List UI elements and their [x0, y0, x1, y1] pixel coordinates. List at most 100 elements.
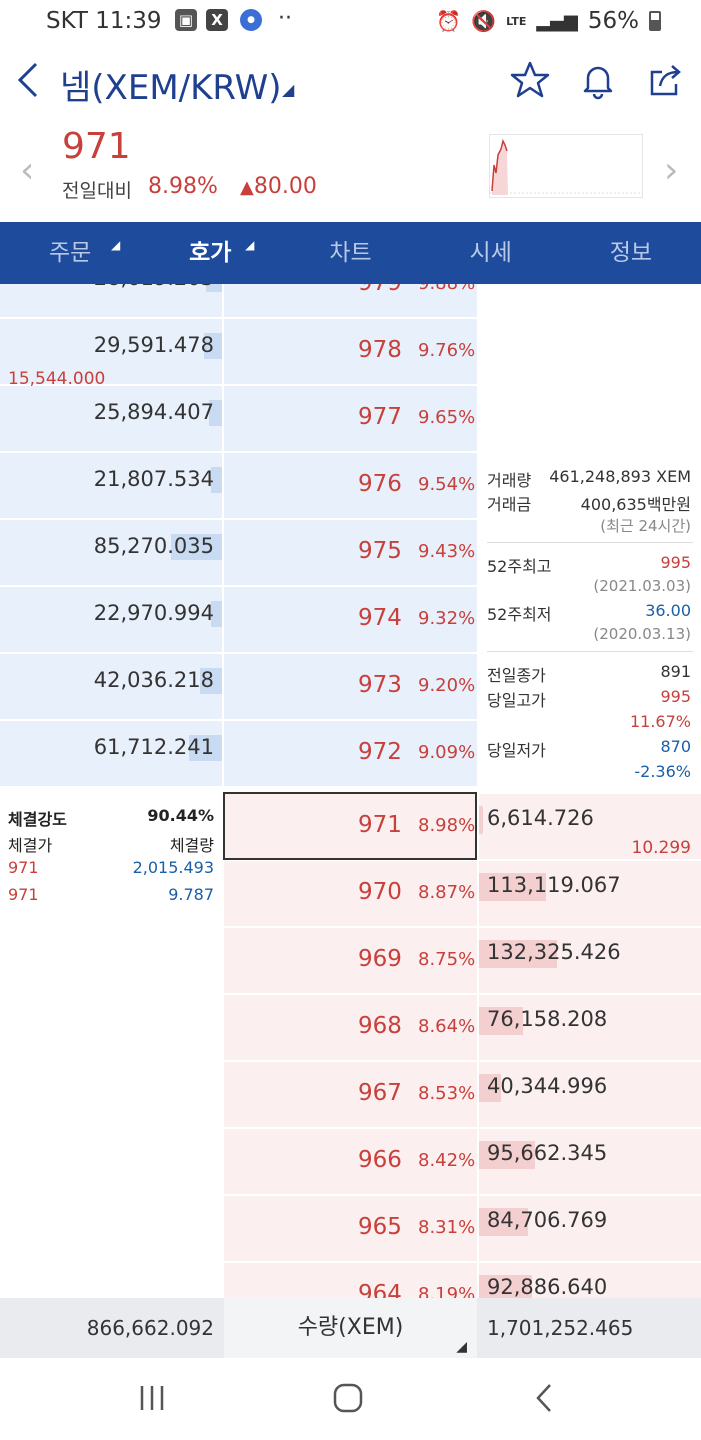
ask-qty-cell[interactable]: 61,712.241 — [0, 721, 222, 786]
ask-price-pct: 9.76% — [418, 340, 476, 361]
favorite-star-icon[interactable] — [510, 60, 550, 100]
ask-qty: 21,807.534 — [93, 467, 214, 491]
home-icon[interactable] — [332, 1382, 364, 1418]
bid-price: 971 — [358, 812, 402, 838]
trade-price: 971 — [8, 885, 39, 904]
ask-price-row[interactable]: 977 9.65% — [224, 386, 477, 451]
ask-price: 978 — [358, 337, 402, 363]
bid-price-row[interactable]: 967 8.53% — [224, 1062, 477, 1127]
tab-market[interactable]: 시세 — [469, 240, 512, 266]
tab-chart[interactable]: 차트 — [329, 240, 372, 266]
next-coin-arrow-icon[interactable]: › — [664, 150, 679, 191]
bid-qty-cell[interactable]: 76,158.208 — [479, 995, 701, 1060]
ask-volume-bar — [170, 534, 222, 560]
day-low-label: 당일저가 — [487, 741, 546, 760]
signal-icon: ▂▄▆ — [536, 10, 578, 32]
bid-volume-bar — [479, 1208, 528, 1236]
ask-price: 972 — [358, 739, 402, 765]
alarm-icon: ⏰ — [436, 9, 462, 33]
bid-price-row[interactable]: 966 8.42% — [224, 1129, 477, 1194]
bid-price: 969 — [358, 946, 402, 972]
bid-price: 968 — [358, 1013, 402, 1039]
high52-value: 995 — [660, 553, 691, 572]
tab-info[interactable]: 정보 — [609, 240, 653, 266]
bid-qty-cell[interactable]: 92,886.640 — [479, 1263, 701, 1298]
more-notifications-icon: ·· — [278, 6, 292, 31]
bid-qty-cell[interactable]: 40,344.996 — [479, 1062, 701, 1127]
alert-bell-icon[interactable] — [578, 60, 618, 100]
bid-volume-bar — [479, 940, 557, 968]
ask-qty-cell[interactable]: 25,894.407 — [0, 386, 222, 451]
tab-orderbook[interactable]: 호가 ◢ — [140, 222, 280, 284]
trade-price: 971 — [8, 858, 39, 877]
ask-price-row[interactable]: 979 9.88% — [224, 284, 477, 317]
bid-price-pct: 8.19% — [418, 1284, 476, 1298]
ask-price: 974 — [358, 605, 402, 631]
change-amount-wrap: ▲80.00 — [240, 174, 317, 199]
recent-apps-icon[interactable] — [138, 1384, 166, 1416]
ask-price-pct: 9.32% — [418, 608, 476, 629]
bid-price: 967 — [358, 1080, 402, 1106]
current-price-box — [223, 792, 477, 860]
ask-qty-cell[interactable]: 42,036.218 — [0, 654, 222, 719]
ask-price-row[interactable]: 976 9.54% — [224, 453, 477, 518]
prev-coin-arrow-icon[interactable]: ‹ — [20, 150, 35, 191]
mini-chart[interactable] — [489, 134, 643, 198]
ask-price-row[interactable]: 973 9.20% — [224, 654, 477, 719]
bid-price-row[interactable]: 965 8.31% — [224, 1196, 477, 1261]
gallery-icon: ▣ — [175, 9, 197, 31]
system-nav-bar — [0, 1358, 701, 1440]
ask-price-row[interactable]: 972 9.09% — [224, 721, 477, 786]
ask-price-row[interactable]: 974 9.32% — [224, 587, 477, 652]
ask-price: 977 — [358, 404, 402, 430]
ask-price-pct: 9.88% — [418, 284, 475, 294]
bid-price-pct: 8.31% — [418, 1217, 476, 1238]
tab-caret-icon: ◢ — [110, 238, 121, 252]
day-high-value: 995 — [660, 687, 691, 706]
trade-price-header: 체결가 — [8, 836, 53, 855]
bid-qty-cell[interactable]: 95,662.345 — [479, 1129, 701, 1194]
share-icon[interactable] — [646, 60, 686, 100]
bid-qty-cell[interactable]: 132,325.426 — [479, 928, 701, 993]
ask-price-row[interactable]: 975 9.43% — [224, 520, 477, 585]
bid-price-pct: 8.75% — [418, 949, 476, 970]
bid-volume-bar — [479, 1007, 524, 1035]
ask-qty-cell[interactable]: 85,270.035 — [0, 520, 222, 585]
change-percent: 8.98% — [148, 174, 218, 199]
battery-icon — [649, 11, 661, 31]
ask-price: 976 — [358, 471, 402, 497]
trade-qty: 2,015.493 — [132, 858, 214, 877]
bid-price-row[interactable]: 968 8.64% — [224, 995, 477, 1060]
ask-price: 979 — [358, 284, 402, 296]
unit-selector[interactable]: 수량(XEM) ◢ — [224, 1298, 477, 1358]
bid-price-row[interactable]: 971 8.98% — [224, 794, 477, 859]
tab-order[interactable]: 주문 ◢ — [0, 222, 140, 284]
order-book: 28,619.203 979 9.88% 29,591.478 978 9.76… — [0, 284, 701, 1298]
bid-qty-cell[interactable]: 84,706.769 — [479, 1196, 701, 1261]
ask-volume-bar — [210, 601, 222, 627]
ask-price-pct: 9.09% — [418, 742, 476, 763]
change-amount: 80.00 — [253, 174, 317, 199]
bid-qty-cell[interactable]: 6,614.726 10.299 — [479, 794, 701, 859]
bid-volume-bar — [479, 1141, 535, 1169]
low52-date: (2020.03.13) — [593, 625, 691, 643]
bid-qty-cell[interactable]: 113,119.067 — [479, 861, 701, 926]
page-title[interactable]: 넴(XEM/KRW) — [60, 68, 282, 108]
title-dropdown-icon[interactable]: ◢ — [282, 80, 295, 99]
x-app-icon: X — [206, 9, 228, 31]
ask-qty-cell[interactable]: 22,970.994 — [0, 587, 222, 652]
ask-price-row[interactable]: 978 9.76% — [224, 319, 477, 384]
high52-date: (2021.03.03) — [593, 577, 691, 595]
bid-price-row[interactable]: 970 8.87% — [224, 861, 477, 926]
ask-qty-cell[interactable]: 28,619.203 — [0, 284, 222, 317]
back-nav-icon[interactable] — [532, 1382, 556, 1418]
volume-label: 거래량 — [487, 471, 532, 490]
bid-price-row[interactable]: 964 8.19% — [224, 1263, 477, 1298]
ask-qty-cell[interactable]: 21,807.534 — [0, 453, 222, 518]
current-price: 971 — [62, 126, 131, 167]
bid-price-row[interactable]: 969 8.75% — [224, 928, 477, 993]
back-icon[interactable] — [14, 60, 42, 107]
app-notification-icon: ● — [240, 9, 262, 31]
price-summary: ‹ 971 전일대비 8.98% ▲80.00 › — [0, 122, 701, 222]
ask-qty-cell[interactable]: 29,591.478 — [0, 319, 222, 384]
